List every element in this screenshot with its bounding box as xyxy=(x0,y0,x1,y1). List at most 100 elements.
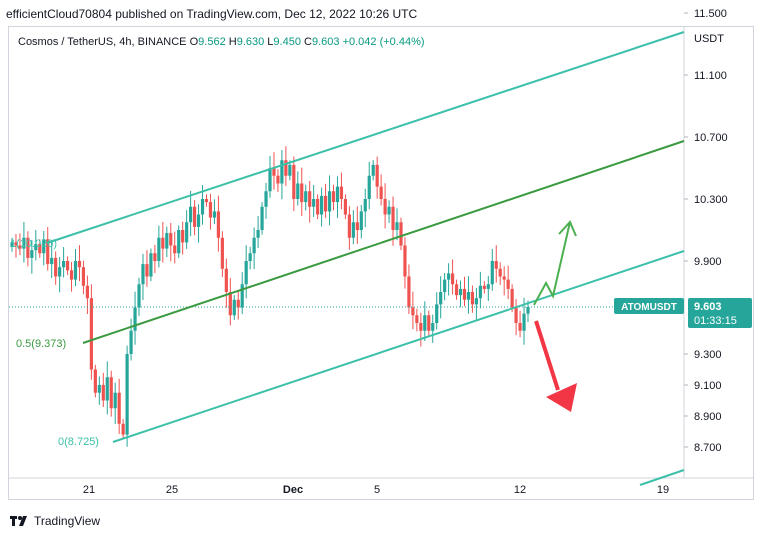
candle-body xyxy=(248,253,252,261)
chart-frame xyxy=(8,26,754,500)
up-arrow-line xyxy=(533,221,571,306)
x-tick-label: 12 xyxy=(514,484,526,496)
symbol-legend: Cosmos / TetherUS, 4h, BINANCE O9.562 H9… xyxy=(18,34,425,50)
candle-body xyxy=(443,279,447,292)
candle-body xyxy=(236,299,240,308)
candle-body xyxy=(300,183,304,203)
candle-body xyxy=(54,257,58,277)
candle-body xyxy=(260,206,264,230)
candle-body xyxy=(331,191,336,203)
candle-body xyxy=(85,285,90,299)
candle-body xyxy=(474,298,478,305)
candle-body xyxy=(288,164,292,176)
candle-body xyxy=(343,199,348,215)
candle-body xyxy=(454,284,459,296)
price-tag-countdown: 01:33:15 xyxy=(694,315,737,327)
candle-body xyxy=(14,242,18,246)
candle-body xyxy=(280,160,284,184)
y-tick-label: 8.700 xyxy=(694,442,722,454)
candle-body xyxy=(466,292,471,300)
candle-body xyxy=(34,243,38,251)
candle-body xyxy=(371,164,375,176)
candle-body xyxy=(101,385,105,401)
candle-body xyxy=(387,206,391,215)
low-label: L xyxy=(267,36,274,48)
candle-body xyxy=(296,183,300,199)
candle-body xyxy=(458,288,463,296)
footer-brand[interactable]: TradingView xyxy=(34,514,101,528)
down-arrow-head xyxy=(546,383,577,412)
low-value: 9.450 xyxy=(273,36,301,48)
channel-lower-line xyxy=(112,250,685,443)
candle-body xyxy=(498,268,502,277)
candle-body xyxy=(518,323,522,331)
currency-label: USDT xyxy=(694,33,724,45)
candle-body xyxy=(462,288,467,300)
candle-body xyxy=(77,261,82,268)
candle-body xyxy=(69,270,74,280)
x-tick-label: 25 xyxy=(166,484,178,496)
candle-body xyxy=(125,354,129,435)
candle-body xyxy=(216,211,220,238)
candle-body xyxy=(153,253,157,261)
candle-body xyxy=(478,285,482,299)
candle-body xyxy=(256,230,260,238)
candle-body xyxy=(323,195,328,212)
candle-body xyxy=(494,261,498,269)
tradingview-logo-icon xyxy=(10,516,27,526)
symbol-tag-label: ATOMUSDT xyxy=(621,302,677,313)
candle-body xyxy=(145,264,149,277)
x-tick-label: 19 xyxy=(657,484,669,496)
candle-body xyxy=(50,257,54,265)
candle-body xyxy=(224,268,228,292)
candle-body xyxy=(173,245,177,254)
candle-body xyxy=(359,211,363,230)
candle-body xyxy=(121,423,125,435)
change-value: +0.042 (+0.44%) xyxy=(342,36,425,48)
channel-upper-line xyxy=(46,31,685,244)
candle-body xyxy=(93,369,97,393)
x-tick-label: 5 xyxy=(374,484,380,496)
candle-body xyxy=(252,237,256,254)
candle-body xyxy=(189,206,193,223)
y-tick-label: 8.900 xyxy=(694,411,722,423)
candle-body xyxy=(486,284,490,289)
candle-body xyxy=(395,222,399,230)
candle-body xyxy=(10,242,14,248)
candle-body xyxy=(351,222,355,238)
y-tick-label: 9.300 xyxy=(694,349,722,361)
candle-body xyxy=(204,199,209,203)
candle-body xyxy=(81,267,86,286)
candle-body xyxy=(161,237,165,249)
candle-body xyxy=(276,175,280,184)
fib-label-mid: 0.5(9.373) xyxy=(16,338,66,350)
candle-body xyxy=(304,191,308,203)
candle-body xyxy=(105,377,109,401)
candle-body xyxy=(514,307,518,323)
candle-body xyxy=(439,292,443,305)
candle-body xyxy=(129,330,133,354)
candle-body xyxy=(355,222,359,230)
candle-body xyxy=(320,195,324,215)
candle-body xyxy=(407,276,411,308)
candle-body xyxy=(220,237,224,269)
candle-body xyxy=(42,239,46,254)
candle-body xyxy=(268,168,272,192)
candle-body xyxy=(423,315,427,331)
price-tag-value: 9.603 xyxy=(694,301,722,313)
y-tick-label: 11.100 xyxy=(694,70,727,82)
fib-label-low: 0(8.725) xyxy=(58,436,99,448)
candle-body xyxy=(470,292,475,305)
candle-body xyxy=(347,214,351,238)
candle-body xyxy=(97,385,101,393)
candle-body xyxy=(149,253,153,277)
symbol-name[interactable]: Cosmos / TetherUS, 4h, BINANCE xyxy=(18,36,187,48)
candle-body xyxy=(450,273,455,285)
candle-body xyxy=(526,307,530,314)
candle-body xyxy=(510,288,514,308)
symbol-tag-bg xyxy=(614,298,684,315)
channel-extension-line xyxy=(639,469,685,486)
candle-body xyxy=(312,199,316,207)
candle-body xyxy=(157,237,161,261)
